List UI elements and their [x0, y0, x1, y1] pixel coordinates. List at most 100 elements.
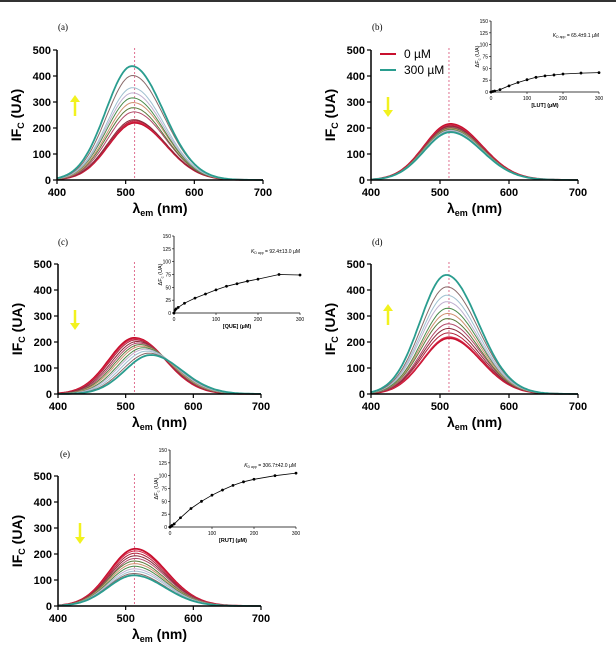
legend-label: 0 µM [404, 47, 431, 61]
inset-data-point [193, 296, 197, 300]
y-label-unit: (UA) [9, 515, 25, 548]
y-tick-label: 100 [347, 149, 365, 161]
inset-y-sub: c [477, 58, 482, 60]
inset-y-tick-label: 50 [482, 66, 488, 72]
inset-x-axis-label: [RUT] (µM) [219, 538, 247, 544]
kd-annotation: KD app = 92.4±13.0 µM [251, 249, 300, 255]
x-label-unit: (nm) [153, 200, 187, 216]
x-axis-label: λem (nm) [447, 414, 502, 432]
y-tick-label: 300 [347, 311, 365, 323]
series-line [57, 573, 261, 607]
x-label-main: λ [132, 200, 140, 216]
inset-chart: 0 25 50 75 100 125 150 0 100 200 300 [LUT] (µM) ΔFc … [475, 19, 603, 109]
x-tick-label: 600 [185, 187, 203, 199]
inset-fit-line [173, 274, 301, 314]
inset-data-point [235, 282, 239, 286]
inset-y-tick-label: 25 [482, 78, 488, 84]
y-tick-label: 100 [34, 575, 52, 587]
y-label-unit: (UA) [322, 303, 338, 336]
y-tick-label: 0 [46, 389, 52, 401]
x-axis-label: λem (nm) [447, 200, 502, 218]
inset-data-point [221, 488, 224, 492]
y-label-sub: C [17, 336, 27, 343]
inset-x-axis-label: [LUT] (µM) [531, 103, 558, 109]
inset-y-main: ΔF [475, 60, 481, 68]
kd-symbol: K [244, 463, 248, 469]
inset-x-tick-label: 100 [212, 317, 221, 323]
inset-y-axis-label: ΔFc (UA) [154, 477, 161, 499]
inset-x-tick-label: 0 [173, 317, 176, 323]
y-axis-label: IFC (UA) [9, 303, 27, 355]
kd-symbol: K [553, 33, 557, 39]
x-axis-label: λem (nm) [132, 200, 187, 218]
y-tick-label: 200 [34, 549, 52, 561]
y-tick-label: 300 [347, 97, 365, 109]
series-line [370, 128, 578, 181]
x-label-sub: em [455, 422, 468, 432]
series-line [57, 570, 261, 607]
inset-x-tick-label: 0 [490, 96, 493, 102]
x-tick-label: 700 [252, 401, 270, 413]
x-tick-label: 700 [569, 401, 587, 413]
series-line [56, 65, 263, 181]
inset-y-tick-label: 0 [164, 525, 167, 531]
x-tick-label: 700 [254, 187, 272, 199]
inset-data-point [214, 288, 218, 292]
y-tick-label: 0 [45, 175, 51, 187]
legend-label: 300 µM [404, 63, 444, 77]
y-tick-label: 200 [33, 123, 51, 135]
x-tick-label: 400 [48, 187, 66, 199]
x-label-main: λ [447, 200, 455, 216]
y-tick-label: 500 [34, 259, 52, 271]
inset-data-point [273, 474, 277, 478]
inset-data-point [242, 480, 245, 484]
x-tick-label: 500 [116, 613, 134, 625]
kd-symbol: K [251, 249, 255, 255]
inset-data-point [210, 493, 214, 497]
arrow-head-icon [75, 537, 85, 544]
inset-chart: 0 25 50 75 100 125 150 0 100 200 300 [QUE] (µM) ΔFc … [158, 234, 304, 330]
y-tick-label: 200 [347, 123, 365, 135]
inset-y-axis-label: ΔFc (UA) [158, 263, 165, 285]
panel-label: (c) [58, 237, 68, 247]
inset-data-point [498, 88, 502, 92]
inset-y-tick-label: 50 [161, 499, 167, 505]
inset-y-tick-label: 75 [165, 273, 171, 279]
x-label-sub: em [140, 422, 153, 432]
inset-data-point [493, 89, 496, 93]
x-axis-label: λem (nm) [132, 626, 187, 644]
kd-sub: D app [556, 35, 565, 39]
inset-x-tick-label: 100 [523, 96, 532, 102]
inset-data-point [246, 279, 249, 283]
kd-annotation: KD app = 65.4±9.1 µM [553, 33, 599, 39]
y-label-main: IF [9, 342, 25, 355]
inset-y-unit: (UA) [158, 263, 164, 276]
series-line [58, 354, 261, 395]
y-tick-label: 100 [33, 149, 51, 161]
inset-y-tick-label: 150 [480, 19, 489, 25]
inset-y-sub: c [156, 490, 161, 492]
x-tick-label: 400 [49, 401, 67, 413]
inset-data-point [579, 71, 583, 75]
panel-label: (a) [58, 22, 68, 32]
panel-label: (e) [60, 449, 70, 459]
y-tick-label: 500 [347, 45, 365, 57]
inset-y-tick-label: 75 [161, 487, 167, 493]
y-tick-label: 200 [347, 337, 365, 349]
inset-y-tick-label: 125 [159, 461, 168, 467]
y-tick-label: 100 [34, 363, 52, 375]
y-tick-label: 500 [34, 471, 52, 483]
chart-panel-a: (a) 0 100 200 300 400 500 400 500 600 700 λem (nm) I… [8, 22, 272, 218]
inset-y-tick-label: 150 [159, 448, 168, 454]
inset-data-point [231, 484, 235, 487]
inset-data-point [183, 301, 186, 305]
x-label-sub: em [140, 208, 153, 218]
arrow-head-icon [70, 323, 80, 330]
x-axis-label: λem (nm) [132, 414, 187, 432]
y-tick-label: 100 [347, 363, 365, 375]
inset-data-point [561, 72, 565, 76]
series-line [57, 342, 261, 395]
inset-data-point [172, 522, 176, 526]
